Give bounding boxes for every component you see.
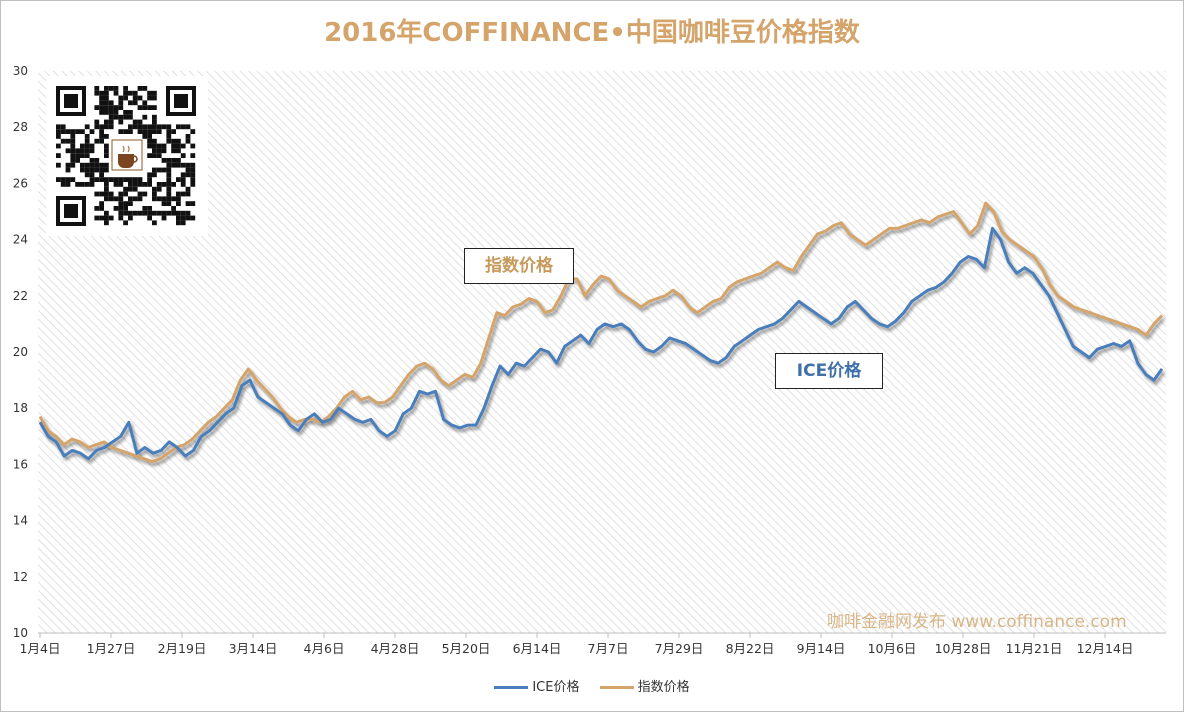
legend: ICE价格 指数价格 (0, 676, 1184, 695)
x-tick-label: 11月21日 (1006, 641, 1063, 656)
legend-item-index: 指数价格 (599, 676, 690, 695)
index-price-callout: 指数价格 (464, 248, 574, 284)
y-axis: 10 12 14 16 18 20 22 24 26 28 30 (13, 64, 28, 640)
x-tick-label: 9月14日 (797, 641, 846, 656)
x-tick-label: 12月14日 (1077, 641, 1134, 656)
x-tick-label: 7月7日 (588, 641, 629, 656)
y-tick-label: 16 (13, 457, 28, 471)
qr-code (46, 76, 208, 236)
y-tick-label: 12 (13, 570, 28, 584)
legend-item-ice: ICE价格 (494, 676, 579, 695)
coffee-cup-logo-icon (111, 139, 143, 171)
x-tick-label: 8月22日 (726, 641, 775, 656)
y-tick-label: 30 (13, 64, 28, 78)
legend-label-index: 指数价格 (637, 680, 690, 695)
x-tick-label: 4月6日 (304, 641, 345, 656)
x-tick-label: 5月20日 (442, 641, 491, 656)
y-tick-label: 18 (13, 401, 28, 415)
plot-area (38, 71, 1166, 633)
qr-code-icon (46, 76, 208, 236)
legend-swatch-ice (494, 686, 529, 689)
series-layer (38, 201, 1164, 464)
x-tick-label: 1月4日 (20, 641, 61, 656)
x-tick-label: 10月6日 (868, 641, 917, 656)
y-tick-label: 22 (13, 289, 28, 303)
x-axis: 1月4日 1月27日 2月19日 3月14日 4月6日 4月28日 5月20日 6月14日 7月… (20, 633, 1134, 656)
series-line-index (38, 201, 1164, 464)
x-tick-label: 3月14日 (229, 641, 278, 656)
publisher-watermark: 咖啡金融网发布 www.coffinance.com (827, 612, 1127, 632)
x-tick-label: 10月28日 (935, 641, 992, 656)
x-tick-label: 2月19日 (158, 641, 207, 656)
ice-price-callout: ICE价格 (775, 353, 883, 389)
series-line-ice (38, 226, 1164, 461)
x-tick-label: 6月14日 (513, 641, 562, 656)
chart-title: 2016年COFFINANCE•中国咖啡豆价格指数 (324, 18, 860, 48)
y-tick-label: 14 (13, 514, 28, 528)
y-tick-label: 26 (13, 176, 28, 190)
y-tick-label: 20 (13, 345, 28, 359)
y-tick-label: 10 (13, 626, 28, 640)
x-tick-label: 1月27日 (87, 641, 136, 656)
y-tick-label: 28 (13, 120, 28, 134)
x-tick-label: 7月29日 (655, 641, 704, 656)
legend-label-ice: ICE价格 (532, 680, 580, 695)
x-tick-label: 4月28日 (371, 641, 420, 656)
y-tick-label: 24 (13, 233, 28, 247)
legend-swatch-index (599, 686, 634, 689)
